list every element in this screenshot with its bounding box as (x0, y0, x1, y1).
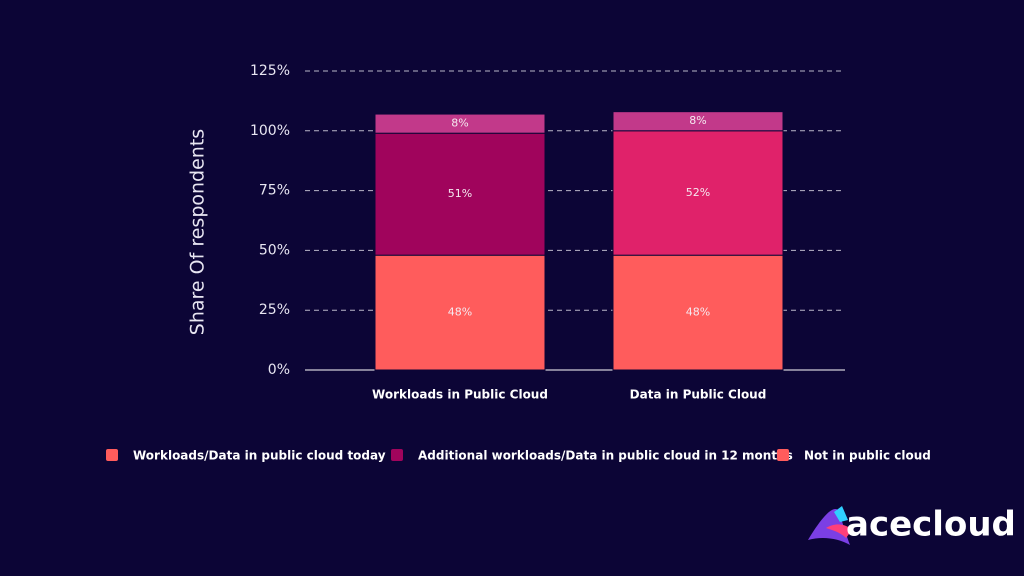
y-tick-label: 50% (259, 242, 290, 258)
legend-marker (106, 449, 118, 461)
value-label: 8% (689, 114, 706, 127)
bar-segment (374, 254, 546, 371)
bar-segment (612, 111, 784, 132)
logo: acecloud (808, 505, 1016, 545)
bar-segment (612, 254, 784, 371)
y-tick-label: 100% (250, 123, 290, 139)
value-label: 51% (448, 187, 472, 200)
y-axis-label: Share Of respondents (187, 129, 209, 335)
value-label: 48% (686, 306, 710, 319)
legend-label: Additional workloads/Data in public clou… (418, 449, 793, 463)
legend-label: Not in public cloud (804, 449, 931, 463)
value-label: 52% (686, 186, 710, 199)
y-tick-label: 125% (250, 63, 290, 79)
value-label: 8% (451, 117, 468, 130)
logo-swoosh (834, 506, 848, 522)
logo-swoosh (826, 524, 852, 538)
x-tick-label: Data in Public Cloud (630, 388, 767, 402)
y-tick-label: 25% (259, 302, 290, 318)
legend-marker (391, 449, 403, 461)
bar-segment (374, 132, 546, 256)
legend-label: Workloads/Data in public cloud today (133, 449, 386, 463)
bar-segment (612, 130, 784, 256)
bar-segment (374, 113, 546, 134)
y-tick-label: 75% (259, 183, 290, 199)
x-tick-label: Workloads in Public Cloud (372, 388, 548, 402)
brand: acecloud (846, 505, 1016, 545)
legend-marker (777, 449, 789, 461)
y-tick-label: 0% (268, 362, 290, 378)
value-label: 48% (448, 306, 472, 319)
